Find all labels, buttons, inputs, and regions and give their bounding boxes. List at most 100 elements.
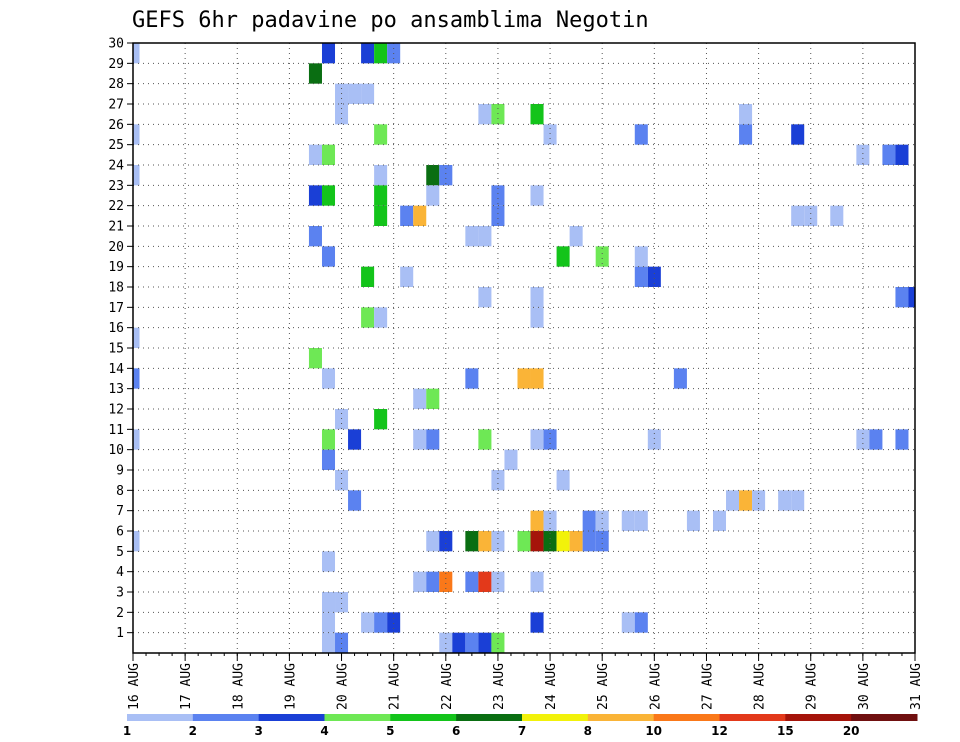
legend-swatch	[719, 714, 786, 721]
heatmap-cell	[361, 612, 375, 633]
legend-label: 4	[320, 724, 328, 738]
heatmap-cell	[335, 632, 349, 653]
y-tick-label: 13	[108, 382, 124, 397]
heatmap-cell	[361, 83, 375, 104]
y-tick-label: 24	[108, 159, 124, 174]
heatmap-cell	[530, 368, 544, 389]
heatmap-cell	[791, 490, 805, 511]
heatmap-cell	[791, 124, 805, 145]
heatmap-cell	[133, 165, 140, 186]
x-tick-label: 16 AUG	[127, 663, 142, 710]
legend-swatch	[587, 714, 655, 721]
heatmap-cell	[595, 246, 609, 267]
chart-title: GEFS 6hr padavine po ansamblima Negotin	[132, 8, 649, 33]
heatmap-cell	[582, 510, 596, 531]
heatmap-cell	[439, 165, 453, 186]
heatmap-cell	[634, 510, 648, 531]
heatmap-cell	[133, 327, 140, 348]
x-tick-label: 29 AUG	[805, 663, 820, 710]
y-tick-label: 12	[108, 403, 124, 418]
heatmap-cell	[321, 144, 336, 165]
heatmap-cell	[321, 551, 336, 572]
heatmap-cell	[478, 226, 492, 247]
heatmap-cell	[543, 429, 557, 450]
heatmap-cell	[895, 429, 909, 450]
heatmap-cell	[308, 144, 322, 165]
legend-label: 12	[711, 724, 728, 738]
heatmap-cell	[133, 368, 140, 389]
heatmap-cell	[374, 124, 388, 145]
heatmap-cell	[465, 226, 479, 247]
x-tick-label: 25 AUG	[596, 663, 611, 710]
heatmap-cell	[595, 510, 609, 531]
heatmap-cell	[726, 490, 740, 511]
heatmap-cell	[791, 205, 805, 226]
heatmap-cell	[374, 185, 388, 206]
heatmap-cell	[374, 307, 388, 328]
heatmap-cell	[856, 429, 870, 450]
heatmap-cell	[387, 612, 401, 633]
y-tick-label: 15	[108, 342, 124, 357]
heatmap-cell	[621, 612, 635, 633]
y-tick-label: 21	[108, 220, 124, 235]
heatmap-cell	[426, 388, 440, 409]
heatmap-cell	[569, 226, 583, 247]
heatmap-cell	[569, 531, 583, 552]
heatmap-cell	[673, 368, 687, 389]
x-tick-label: 26 AUG	[648, 663, 663, 710]
heatmap-cell	[335, 409, 349, 430]
heatmap-cell	[530, 510, 544, 531]
heatmap-cell	[374, 612, 388, 633]
heatmap-cell	[374, 205, 388, 226]
heatmap-cell	[882, 144, 896, 165]
y-tick-label: 16	[108, 321, 124, 336]
heatmap-cell	[530, 307, 544, 328]
heatmap-cell	[361, 307, 375, 328]
heatmap-cell	[465, 632, 479, 653]
heatmap-cell	[530, 571, 544, 592]
legend-label: 10	[645, 724, 662, 738]
y-tick-label: 6	[116, 525, 124, 540]
heatmap-cell	[374, 409, 388, 430]
heatmap-cell	[491, 531, 505, 552]
heatmap-cell	[400, 266, 414, 287]
y-axis: 1234567891011121314151617181920212223242…	[108, 37, 133, 641]
heatmap-cell	[321, 632, 336, 653]
y-tick-label: 29	[108, 57, 124, 72]
heatmap-cell	[308, 185, 322, 206]
y-tick-label: 4	[116, 565, 124, 580]
color-legend: 1 2 3 4 5 6 7 8 10 12 15 20	[123, 714, 918, 738]
heatmap-cell	[530, 185, 544, 206]
x-tick-label: 30 AUG	[857, 663, 872, 710]
x-tick-label: 17 AUG	[179, 663, 194, 710]
heatmap-cell	[556, 531, 570, 552]
y-tick-label: 27	[108, 98, 124, 113]
heatmap-cell	[413, 429, 427, 450]
y-tick-label: 26	[108, 118, 124, 133]
heatmap-cell	[465, 368, 479, 389]
y-tick-label: 23	[108, 179, 124, 194]
heatmap-cell	[634, 612, 648, 633]
heatmap-cell	[308, 226, 322, 247]
heatmap-cell	[491, 104, 505, 125]
heatmap-cell	[778, 490, 792, 511]
y-tick-label: 30	[108, 37, 124, 52]
x-tick-label: 28 AUG	[753, 663, 768, 710]
y-tick-label: 17	[108, 301, 124, 316]
heatmap-cell	[895, 144, 909, 165]
heatmap-cell	[869, 429, 883, 450]
heatmap-cell	[543, 124, 557, 145]
heatmap-cell	[647, 266, 661, 287]
legend-swatch	[456, 714, 523, 721]
heatmap-cell	[133, 43, 140, 64]
heatmap-cell	[804, 205, 818, 226]
y-tick-label: 10	[108, 443, 124, 458]
heatmap-cell	[634, 124, 648, 145]
heatmap-cell	[335, 592, 349, 613]
legend-swatch	[785, 714, 852, 721]
heatmap-cell	[543, 510, 557, 531]
heatmap-cell	[478, 571, 492, 592]
legend-label: 1	[123, 724, 131, 738]
heatmap-cell	[413, 571, 427, 592]
